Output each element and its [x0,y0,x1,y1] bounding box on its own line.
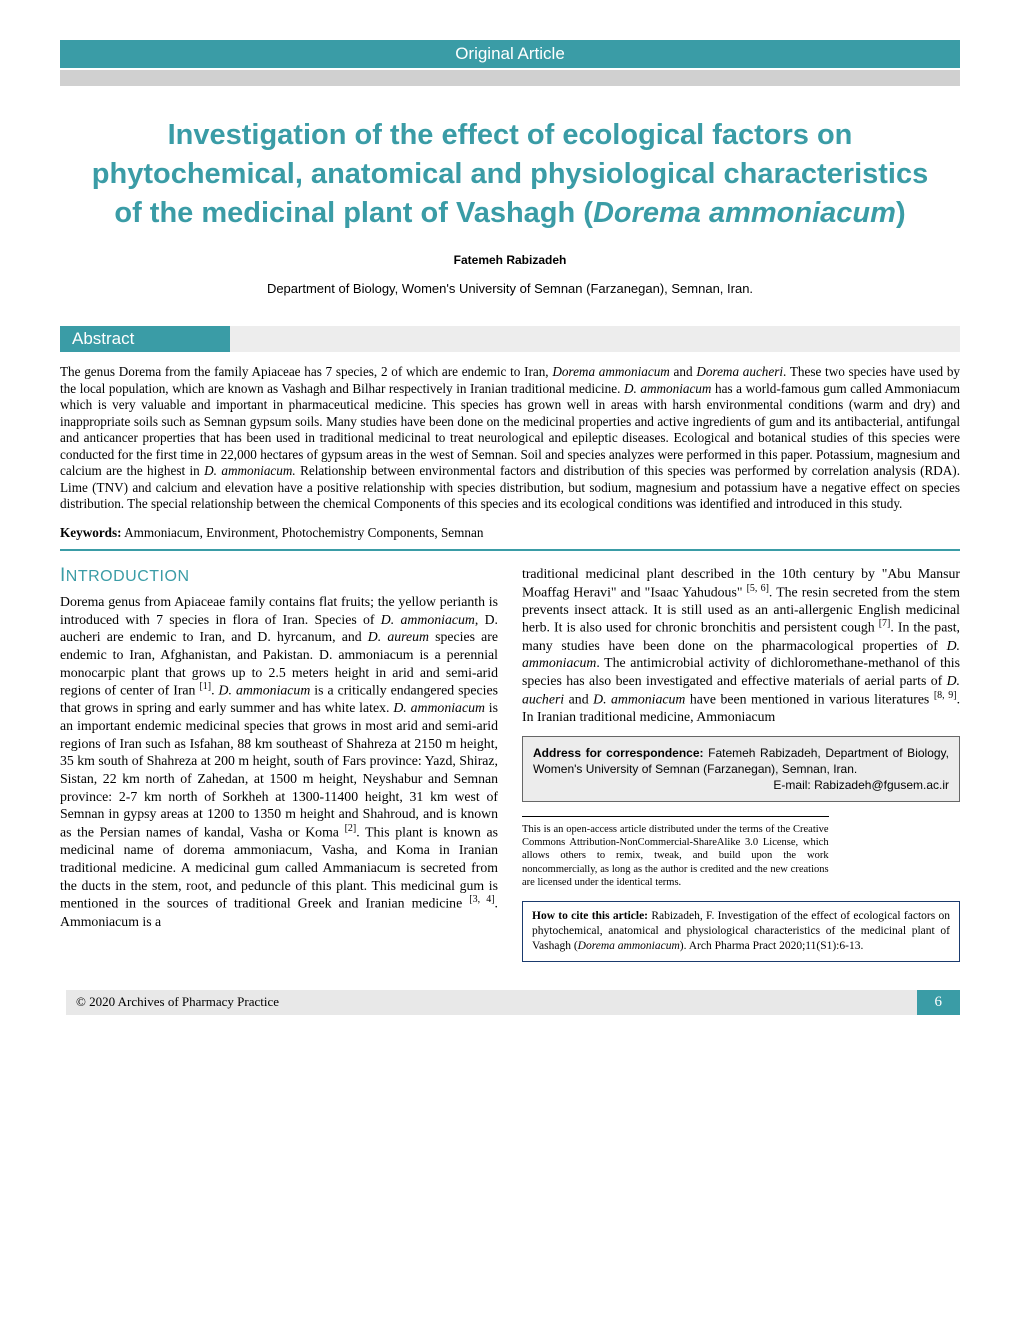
title-species: Dorema ammoniacum [593,197,896,229]
right-column: traditional medicinal plant described in… [522,565,960,962]
abstract-header-gray [230,326,960,352]
citation-species: Dorema ammoniacum [578,940,680,952]
intro-col1: Dorema genus from Apiaceae family contai… [60,593,498,930]
abstract-text: The genus Dorema from the family Apiacea… [60,364,960,513]
article-title: Investigation of the effect of ecologica… [90,116,930,233]
keywords-text: Ammoniacum, Environment, Photochemistry … [122,525,484,540]
left-column: INTRODUCTION Dorema genus from Apiaceae … [60,565,498,962]
section-divider [60,549,960,551]
page-footer: © 2020 Archives of Pharmacy Practice 6 [60,990,960,1015]
citation-box: How to cite this article: Rabizadeh, F. … [522,901,960,962]
footer-copyright: © 2020 Archives of Pharmacy Practice [66,990,917,1015]
author-affiliation: Department of Biology, Women's Universit… [60,281,960,296]
citation-label: How to cite this article: [532,910,648,922]
correspondence-box: Address for correspondence: Fatemeh Rabi… [522,736,960,803]
citation-tail: ). Arch Pharma Pract 2020;11(S1):6-13. [680,940,864,952]
introduction-heading: INTRODUCTION [60,565,498,587]
header-band: Original Article [60,40,960,86]
title-close: ) [896,197,906,229]
keywords: Keywords: Ammoniacum, Environment, Photo… [60,525,960,541]
article-category: Original Article [60,40,960,68]
author-name: Fatemeh Rabizadeh [60,253,960,267]
intro-col2: traditional medicinal plant described in… [522,565,960,726]
correspondence-label: Address for correspondence: [533,746,704,760]
gray-band [60,70,960,86]
correspondence-email: E-mail: Rabizadeh@fgusem.ac.ir [533,777,949,793]
abstract-label: Abstract [60,326,230,352]
page-number: 6 [917,990,961,1015]
keywords-label: Keywords: [60,525,122,540]
two-column-body: INTRODUCTION Dorema genus from Apiaceae … [60,565,960,962]
license-text: This is an open-access article distribut… [522,816,829,889]
abstract-header: Abstract [60,326,960,352]
